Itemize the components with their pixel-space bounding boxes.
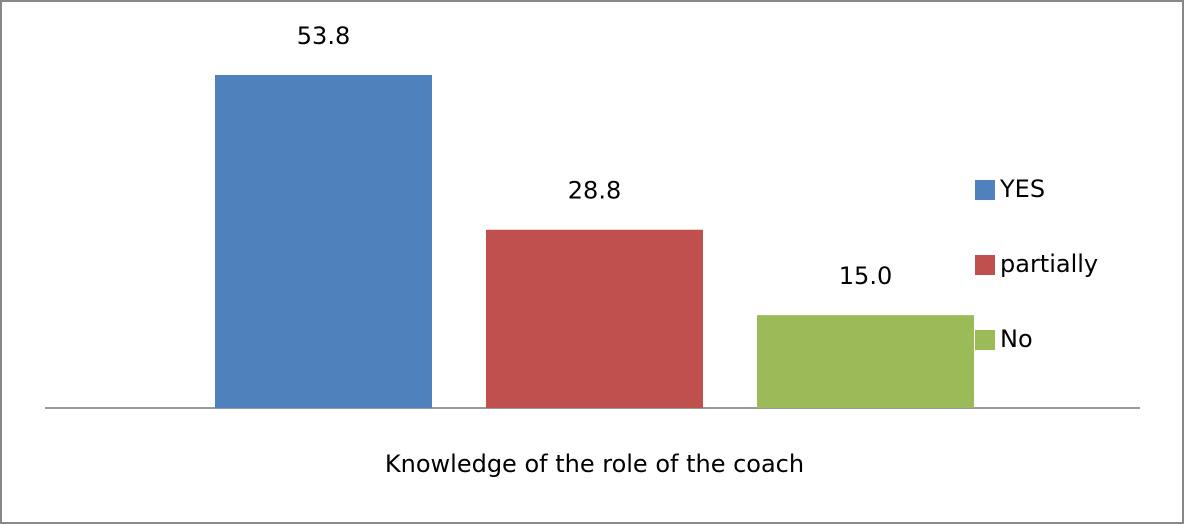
- data-label: 28.8: [568, 177, 621, 205]
- bar: [757, 315, 974, 408]
- legend-label: YES: [999, 175, 1045, 203]
- legend-swatch: [975, 330, 995, 350]
- legend-swatch: [975, 255, 995, 275]
- legend-label: partially: [1000, 250, 1098, 278]
- legend-swatch: [975, 180, 995, 200]
- data-label: 15.0: [839, 262, 892, 290]
- legend-label: No: [1000, 325, 1033, 353]
- category-label: Knowledge of the role of the coach: [385, 450, 804, 478]
- bar: [215, 74, 432, 408]
- data-label: 53.8: [297, 22, 350, 50]
- bar: [486, 229, 703, 408]
